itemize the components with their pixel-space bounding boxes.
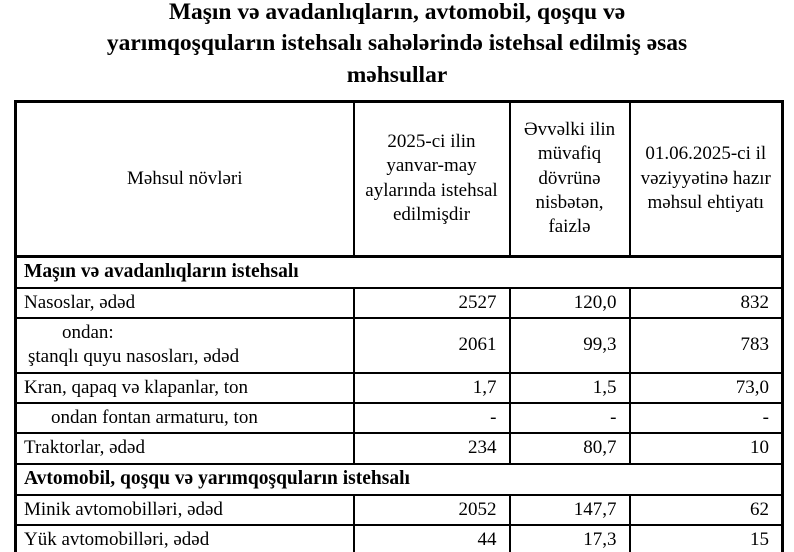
- produced-value-cell: 2527: [352, 286, 511, 320]
- produced-value-cell: 2052: [352, 493, 511, 526]
- product-label-cell: Yük avtomobilləri, ədəd: [14, 523, 355, 552]
- percent-value-cell: -: [508, 401, 631, 435]
- product-label-cell: ondan: ştanqlı quyu nasosları, ədəd: [14, 317, 355, 374]
- table-body: Maşın və avadanlıqların istehsalı Nasosl…: [14, 255, 784, 552]
- percent-value-cell: 80,7: [508, 432, 631, 465]
- stock-value-cell: 73,0: [628, 371, 784, 404]
- page-title: Maşın və avadanlıqların, avtomobil, qoşq…: [17, 0, 777, 91]
- column-header-percent-vs-prev-year: Əvvəlki ilin müvafiq dövrünə nisbətən, f…: [508, 100, 631, 258]
- table-header: Məhsul növləri 2025-ci ilin yanvar-may a…: [14, 100, 784, 258]
- table-row-cranes-caps-valves: Kran, qapaq və klapanlar, ton 1,7 1,5 73…: [14, 371, 784, 404]
- product-label-line-2: ştanqlı quyu nasosları, ədəd: [28, 346, 240, 368]
- section-header-label: Avtomobil, qoşqu və yarımqoşquların iste…: [14, 462, 784, 496]
- column-header-finished-stock: 01.06.2025-ci il vəziyyətinə hazır məhsu…: [628, 100, 784, 258]
- title-line-3: məhsullar: [346, 61, 448, 88]
- table-row-passenger-cars: Minik avtomobilləri, ədəd 2052 147,7 62: [14, 493, 784, 526]
- stock-value-cell: 783: [628, 317, 784, 374]
- stock-value-cell: 10: [628, 432, 784, 465]
- product-label-cell: Traktorlar, ədəd: [14, 432, 355, 465]
- product-label-cell: ondan fontan armaturu, ton: [14, 401, 355, 435]
- production-table: Məhsul növləri 2025-ci ilin yanvar-may a…: [14, 99, 784, 552]
- percent-value-cell: 120,0: [508, 286, 631, 320]
- produced-value-cell: 44: [352, 523, 511, 552]
- title-line-2: yarımqoşquların istehsalı sahələrində is…: [106, 30, 688, 57]
- produced-value-cell: 2061: [352, 317, 511, 374]
- column-header-product-types: Məhsul növləri: [14, 100, 355, 258]
- table-row-pumps: Nasoslar, ədəd 2527 120,0 832: [14, 286, 784, 320]
- stock-value-cell: 15: [628, 523, 784, 552]
- section-header-row-machinery: Maşın və avadanlıqların istehsalı: [14, 255, 784, 289]
- table-row-trucks: Yük avtomobilləri, ədəd 44 17,3 15: [14, 523, 784, 552]
- percent-value-cell: 147,7: [508, 493, 631, 526]
- header-row: Məhsul növləri 2025-ci ilin yanvar-may a…: [14, 100, 784, 258]
- stock-value-cell: 62: [628, 493, 784, 526]
- title-line-1: Maşın və avadanlıqların, avtomobil, qoşq…: [168, 0, 626, 25]
- stock-value-cell: -: [628, 401, 784, 435]
- table-row-sucker-rod-well-pumps: ondan: ştanqlı quyu nasosları, ədəd 2061…: [14, 317, 784, 374]
- produced-value-cell: -: [352, 401, 511, 435]
- percent-value-cell: 1,5: [508, 371, 631, 404]
- product-label-cell: Kran, qapaq və klapanlar, ton: [14, 371, 355, 404]
- section-header-row-automobiles: Avtomobil, qoşqu və yarımqoşquların iste…: [14, 462, 784, 496]
- table-row-tractors: Traktorlar, ədəd 234 80,7 10: [14, 432, 784, 465]
- column-header-produced-jan-may: 2025-ci ilin yanvar-may aylarında istehs…: [352, 100, 511, 258]
- product-label-cell: Nasoslar, ədəd: [14, 286, 355, 320]
- percent-value-cell: 99,3: [508, 317, 631, 374]
- produced-value-cell: 1,7: [352, 371, 511, 404]
- section-header-label: Maşın və avadanlıqların istehsalı: [14, 255, 784, 289]
- percent-value-cell: 17,3: [508, 523, 631, 552]
- product-label-line-1: ondan:: [62, 322, 114, 344]
- product-label-cell: Minik avtomobilləri, ədəd: [14, 493, 355, 526]
- produced-value-cell: 234: [352, 432, 511, 465]
- table-row-fountain-fittings: ondan fontan armaturu, ton - - -: [14, 401, 784, 435]
- stock-value-cell: 832: [628, 286, 784, 320]
